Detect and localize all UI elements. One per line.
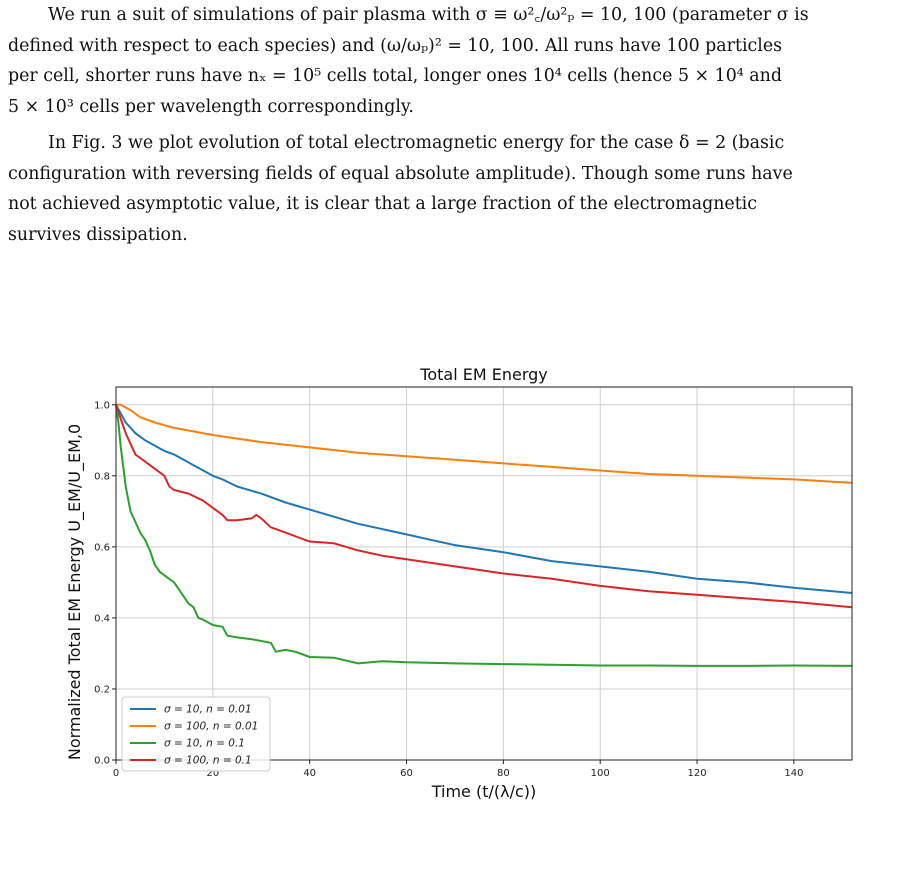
legend-label: σ = 10, n = 0.01: [164, 704, 252, 716]
series-line: [115, 404, 853, 609]
legend-box: [121, 696, 271, 772]
text-line: configuration with reversing fields of e…: [8, 163, 793, 184]
x-tick-label: 100: [591, 768, 610, 779]
text-line: 5 × 10³ cells per wavelength correspondi…: [8, 96, 414, 117]
plot-frame: [115, 386, 853, 761]
x-tick-label: 80: [497, 768, 510, 779]
text-line: defined with respect to each species) an…: [8, 35, 783, 56]
chart-title: Total EM Energy: [419, 365, 547, 384]
y-tick-label: 0.6: [94, 542, 110, 553]
x-tick-label: 120: [688, 768, 707, 779]
paragraph-1: We run a suit of simulations of pair pla…: [8, 0, 906, 122]
x-tick-label: 40: [303, 768, 316, 779]
y-tick-label: 0.2: [94, 684, 110, 695]
legend-label: σ = 10, n = 0.1: [164, 738, 245, 750]
series-line: [115, 404, 853, 667]
x-tick-label: 60: [400, 768, 413, 779]
text-line: We run a suit of simulations of pair pla…: [48, 5, 809, 25]
x-axis-label: Time (t/(λ/c)): [431, 782, 537, 801]
paragraph-2: In Fig. 3 we plot evolution of total ele…: [8, 128, 906, 250]
text-line: In Fig. 3 we plot evolution of total ele…: [48, 133, 785, 153]
em-energy-chart: Total EM Energy Time (t/(λ/c)) Normalize…: [65, 365, 853, 801]
y-tick-label: 0.8: [94, 471, 110, 482]
series-line: [115, 404, 853, 594]
y-tick-label: 1.0: [94, 400, 110, 411]
series-line: [116, 403, 853, 484]
y-tick-label: 0.0: [94, 756, 110, 767]
legend-label: σ = 100, n = 0.1: [164, 755, 252, 767]
legend-label: σ = 100, n = 0.01: [164, 721, 258, 733]
y-tick-label: 0.4: [94, 613, 110, 624]
text-line: not achieved asymptotic value, it is cle…: [8, 194, 757, 215]
plot-area: 0 20 40 60 80 100 120 140 0.0 0.2 0.4 0.6 0.8 1.0 σ = …: [94, 386, 853, 779]
y-axis-label: Normalized Total EM Energy U_EM/U_EM,0: [65, 424, 85, 760]
x-tick-label: 20: [206, 768, 219, 779]
x-tick-label: 140: [784, 768, 803, 779]
x-tick-label: 0: [113, 768, 119, 779]
text-line: survives dissipation.: [8, 224, 188, 245]
text-line: per cell, shorter runs have nₓ = 10⁵ cel…: [8, 66, 782, 87]
